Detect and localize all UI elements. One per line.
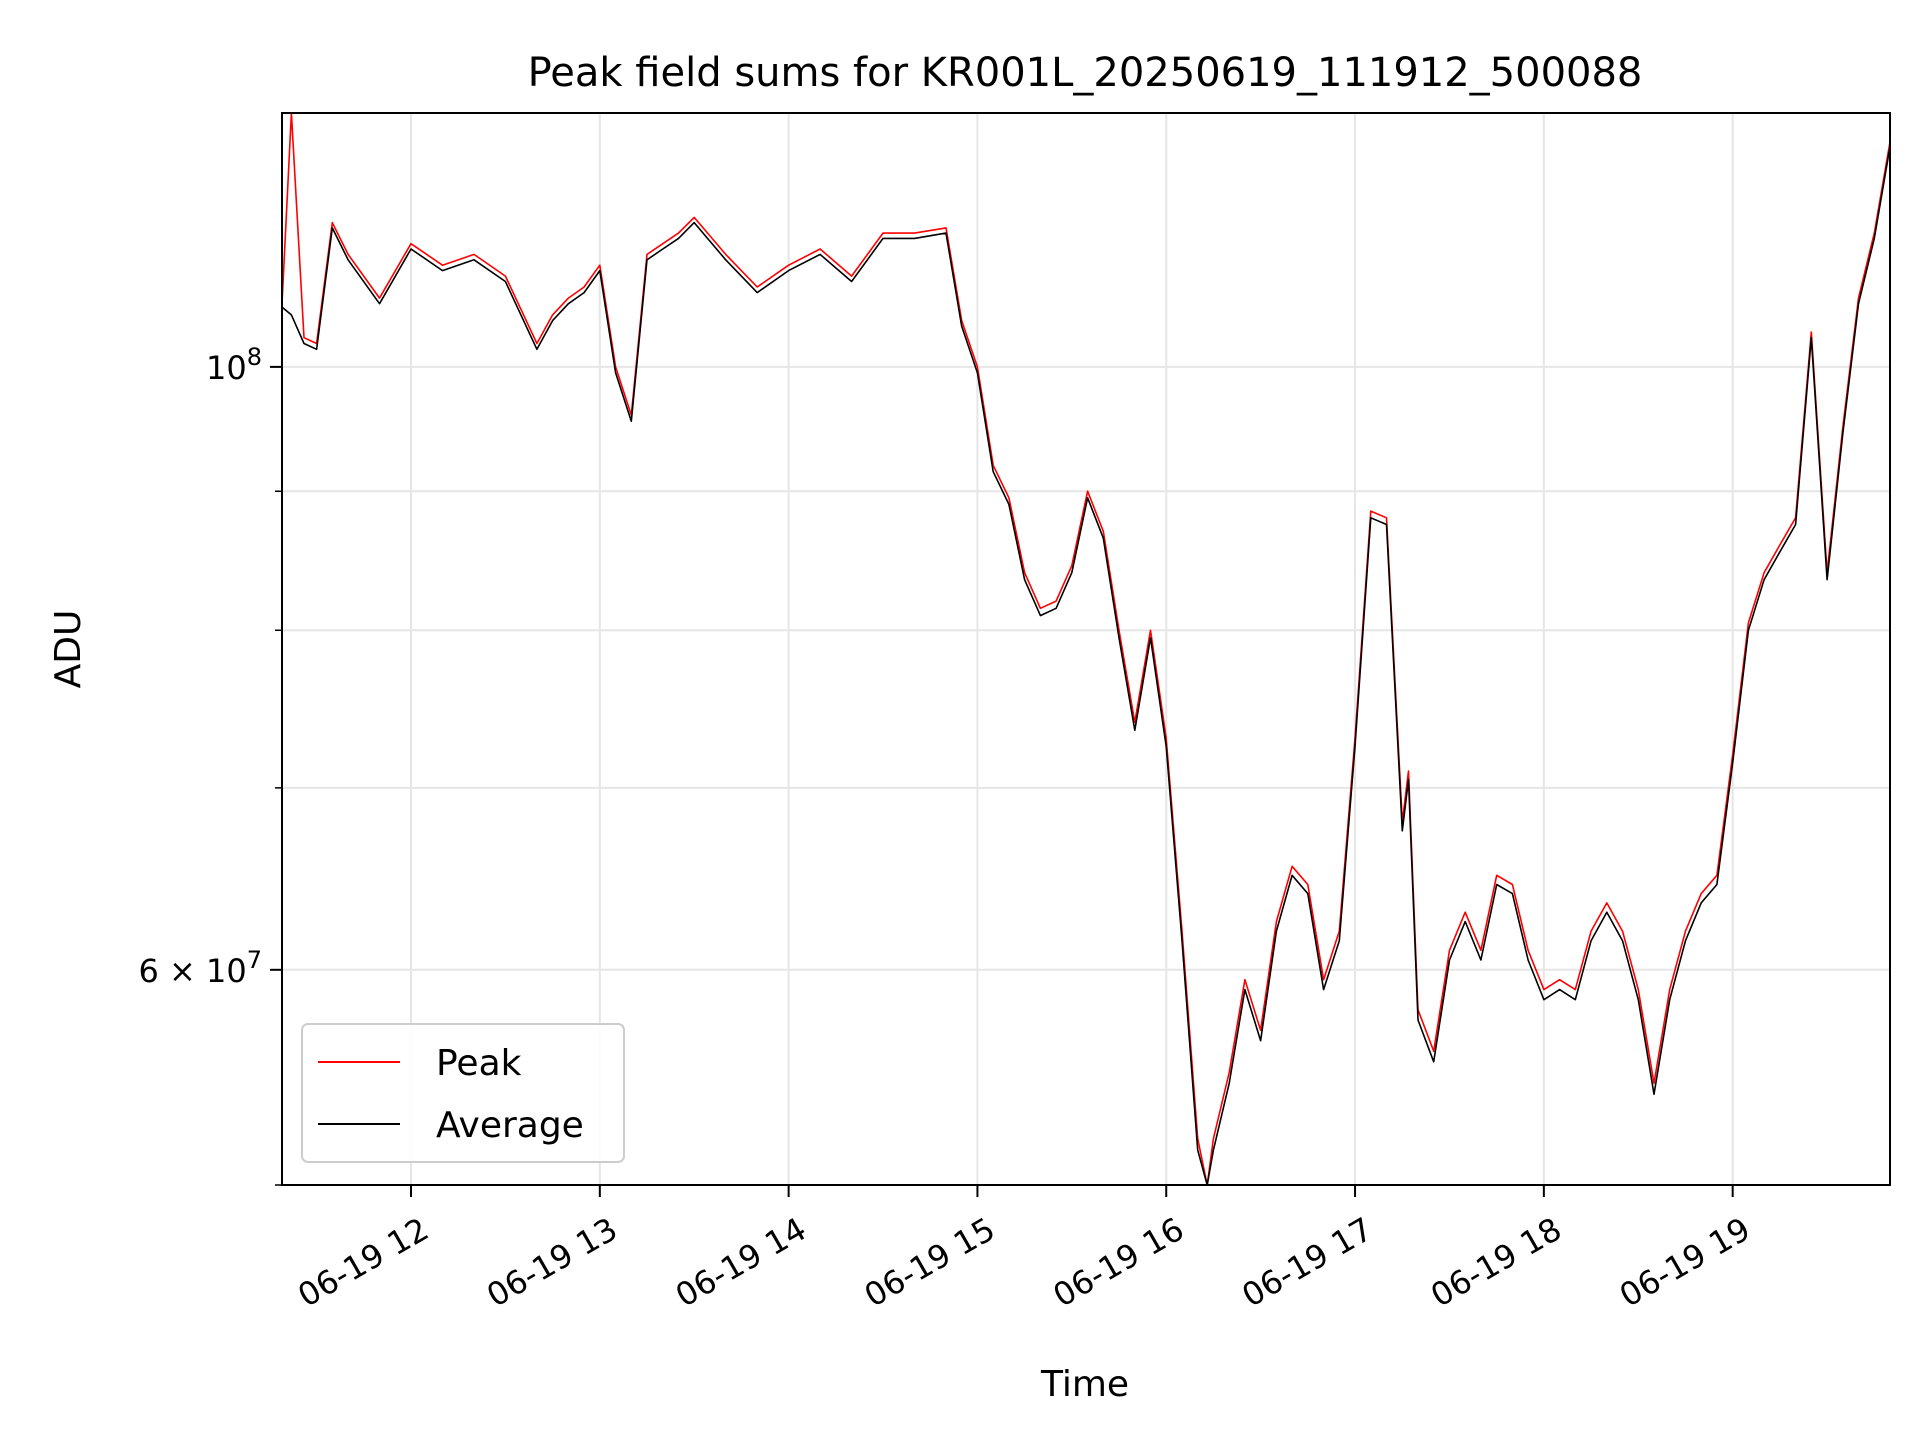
x-tick-label: 06-19 17 — [1235, 1210, 1379, 1315]
x-tick-label: 06-19 16 — [1047, 1210, 1191, 1315]
legend: Peak Average — [301, 1023, 625, 1163]
x-axis: 06-19 12 06-19 13 06-19 14 06-19 15 06-19 16… — [291, 1185, 1757, 1315]
legend-label-average: Average — [436, 1105, 584, 1146]
x-tick-label: 06-19 19 — [1613, 1210, 1757, 1315]
series-line-peak — [281, 112, 1891, 1186]
y-tick-label: 108 — [206, 343, 262, 387]
legend-label-peak: Peak — [436, 1043, 522, 1084]
legend-box — [301, 1023, 625, 1163]
plot-lines — [281, 112, 1891, 1186]
x-tick-label: 06-19 13 — [480, 1210, 624, 1315]
x-tick-label: 06-19 18 — [1424, 1210, 1568, 1315]
y-tick-label: 6 × 107 — [138, 946, 262, 990]
x-axis-label: Time — [1040, 1364, 1129, 1405]
y-axis: 108 6 × 107 — [138, 343, 282, 1186]
plot-frame — [281, 112, 1891, 1186]
chart-title: Peak field sums for KR001L_20250619_1119… — [528, 50, 1643, 96]
x-tick-label: 06-19 12 — [291, 1210, 435, 1315]
x-tick-label: 06-19 14 — [669, 1210, 813, 1315]
x-tick-label: 06-19 15 — [858, 1210, 1002, 1315]
y-axis-label: ADU — [48, 610, 89, 689]
series-line-average — [281, 146, 1891, 1186]
